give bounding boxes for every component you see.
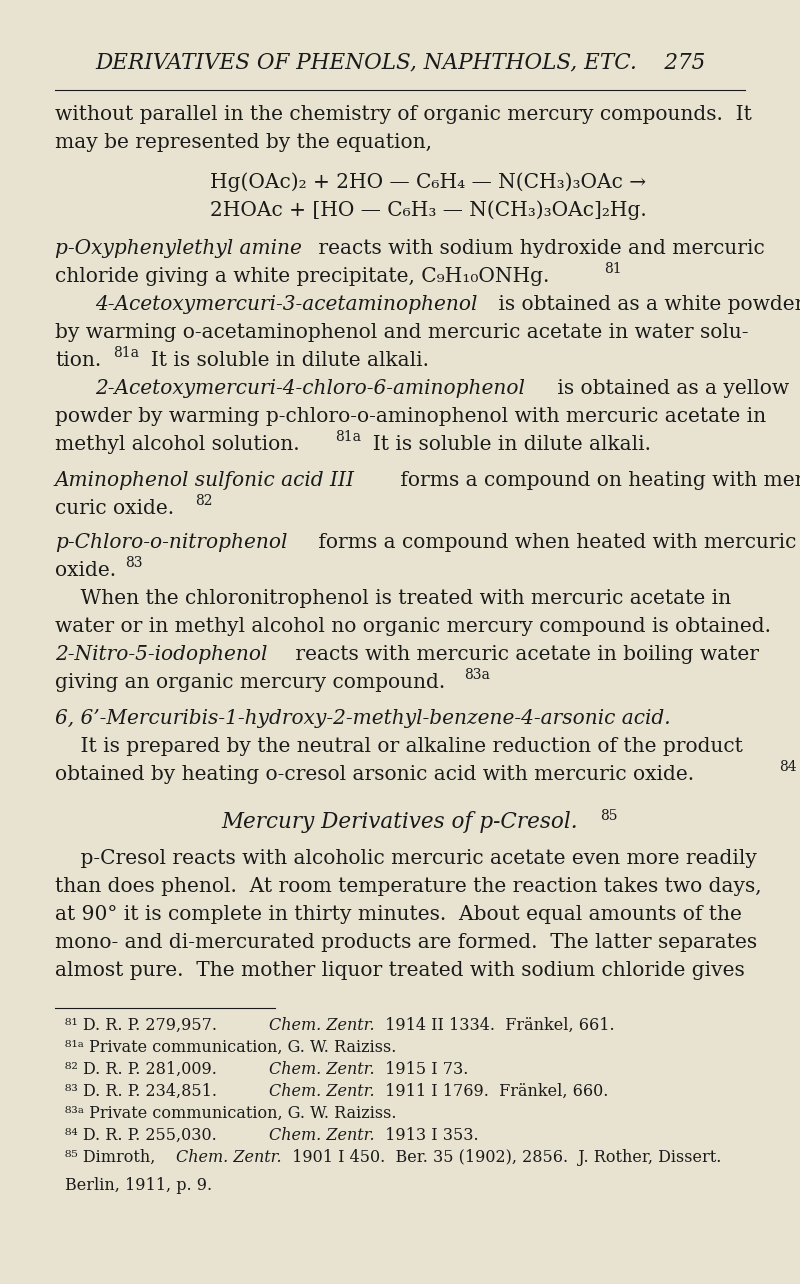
Text: 2HOAc + [HO — C₆H₃ — N(CH₃)₃OAc]₂Hg.: 2HOAc + [HO — C₆H₃ — N(CH₃)₃OAc]₂Hg. (210, 200, 646, 220)
Text: than does phenol.  At room temperature the reaction takes two days,: than does phenol. At room temperature th… (55, 877, 762, 896)
Text: p-Cresol reacts with alcoholic mercuric acetate even more readily: p-Cresol reacts with alcoholic mercuric … (55, 849, 757, 868)
Text: 81: 81 (604, 262, 622, 276)
Text: at 90° it is complete in thirty minutes.  About equal amounts of the: at 90° it is complete in thirty minutes.… (55, 905, 742, 924)
Text: 1901 I 450.  Ber. 35 (1902), 2856.  J. Rother, Dissert.: 1901 I 450. Ber. 35 (1902), 2856. J. Rot… (287, 1149, 722, 1166)
Text: It is soluble in dilute alkali.: It is soluble in dilute alkali. (138, 351, 429, 370)
Text: Hg(OAc)₂ + 2HO — C₆H₄ — N(CH₃)₃OAc →: Hg(OAc)₂ + 2HO — C₆H₄ — N(CH₃)₃OAc → (210, 172, 646, 193)
Text: 1914 II 1334.  Fränkel, 661.: 1914 II 1334. Fränkel, 661. (380, 1017, 614, 1034)
Text: 81a: 81a (335, 430, 362, 444)
Text: tion.: tion. (55, 351, 102, 370)
Text: ⁸¹ D. R. P. 279,957.: ⁸¹ D. R. P. 279,957. (65, 1017, 227, 1034)
Text: 84: 84 (779, 760, 797, 774)
Text: Chem. Zentr.: Chem. Zentr. (269, 1061, 374, 1079)
Text: 2-Acetoxymercuri-4-chloro-6-aminophenol: 2-Acetoxymercuri-4-chloro-6-aminophenol (95, 379, 525, 398)
Text: 1913 I 353.: 1913 I 353. (380, 1127, 478, 1144)
Text: Mercury Derivatives of p-Cresol.: Mercury Derivatives of p-Cresol. (222, 811, 578, 833)
Text: Chem. Zentr.: Chem. Zentr. (269, 1127, 374, 1144)
Text: Chem. Zentr.: Chem. Zentr. (176, 1149, 282, 1166)
Text: powder by warming p-chloro-o-aminophenol with mercuric acetate in: powder by warming p-chloro-o-aminophenol… (55, 407, 766, 426)
Text: chloride giving a white precipitate, C₉H₁₀ONHg.: chloride giving a white precipitate, C₉H… (55, 267, 550, 286)
Text: 83a: 83a (464, 668, 490, 682)
Text: by warming o-acetaminophenol and mercuric acetate in water solu-: by warming o-acetaminophenol and mercuri… (55, 324, 749, 342)
Text: almost pure.  The mother liquor treated with sodium chloride gives: almost pure. The mother liquor treated w… (55, 960, 745, 980)
Text: It is prepared by the neutral or alkaline reduction of the product: It is prepared by the neutral or alkalin… (55, 737, 743, 756)
Text: Chem. Zentr.: Chem. Zentr. (269, 1082, 374, 1100)
Text: 2-Nitro-5-iodophenol: 2-Nitro-5-iodophenol (55, 645, 267, 664)
Text: ⁸⁴ D. R. P. 255,030.: ⁸⁴ D. R. P. 255,030. (65, 1127, 227, 1144)
Text: It is soluble in dilute alkali.: It is soluble in dilute alkali. (359, 435, 650, 455)
Text: giving an organic mercury compound.: giving an organic mercury compound. (55, 673, 446, 692)
Text: Chem. Zentr.: Chem. Zentr. (269, 1017, 374, 1034)
Text: is obtained as a yellow: is obtained as a yellow (550, 379, 789, 398)
Text: mono- and di-mercurated products are formed.  The latter separates: mono- and di-mercurated products are for… (55, 933, 757, 951)
Text: ⁸³ D. R. P. 234,851.: ⁸³ D. R. P. 234,851. (65, 1082, 227, 1100)
Text: without parallel in the chemistry of organic mercury compounds.  It: without parallel in the chemistry of org… (55, 105, 752, 125)
Text: p-Chloro-o-nitrophenol: p-Chloro-o-nitrophenol (55, 533, 287, 552)
Text: forms a compound when heated with mercuric: forms a compound when heated with mercur… (312, 533, 796, 552)
Text: 6, 6’-Mercuribis-1-hydroxy-2-methyl-benzene-4-arsonic acid.: 6, 6’-Mercuribis-1-hydroxy-2-methyl-benz… (55, 709, 670, 728)
Text: 81a: 81a (114, 345, 139, 360)
Text: is obtained as a white powder: is obtained as a white powder (492, 295, 800, 315)
Text: ⁸¹ᵃ Private communication, G. W. Raiziss.: ⁸¹ᵃ Private communication, G. W. Raiziss… (65, 1039, 396, 1055)
Text: forms a compound on heating with mer-: forms a compound on heating with mer- (394, 471, 800, 490)
Text: 85: 85 (600, 809, 618, 823)
Text: 1915 I 73.: 1915 I 73. (380, 1061, 468, 1079)
Text: ⁸² D. R. P. 281,009.: ⁸² D. R. P. 281,009. (65, 1061, 227, 1079)
Text: DERIVATIVES OF PHENOLS, NAPHTHOLS, ETC.    275: DERIVATIVES OF PHENOLS, NAPHTHOLS, ETC. … (95, 51, 705, 73)
Text: Aminophenol sulfonic acid III: Aminophenol sulfonic acid III (55, 471, 355, 490)
Text: ⁸⁵ Dimroth,: ⁸⁵ Dimroth, (65, 1149, 161, 1166)
Text: 83: 83 (125, 556, 142, 570)
Text: may be represented by the equation,: may be represented by the equation, (55, 134, 432, 152)
Text: ⁸³ᵃ Private communication, G. W. Raiziss.: ⁸³ᵃ Private communication, G. W. Raiziss… (65, 1106, 397, 1122)
Text: curic oxide.: curic oxide. (55, 499, 174, 517)
Text: When the chloronitrophenol is treated with mercuric acetate in: When the chloronitrophenol is treated wi… (55, 589, 731, 609)
Text: 82: 82 (195, 494, 213, 508)
Text: Berlin, 1911, p. 9.: Berlin, 1911, p. 9. (65, 1177, 212, 1194)
Text: reacts with mercuric acetate in boiling water: reacts with mercuric acetate in boiling … (289, 645, 758, 664)
Text: obtained by heating o-cresol arsonic acid with mercuric oxide.: obtained by heating o-cresol arsonic aci… (55, 765, 694, 785)
Text: oxide.: oxide. (55, 561, 116, 580)
Text: 4-Acetoxymercuri-3-acetaminophenol: 4-Acetoxymercuri-3-acetaminophenol (95, 295, 478, 315)
Text: water or in methyl alcohol no organic mercury compound is obtained.: water or in methyl alcohol no organic me… (55, 618, 771, 636)
Text: methyl alcohol solution.: methyl alcohol solution. (55, 435, 300, 455)
Text: reacts with sodium hydroxide and mercuric: reacts with sodium hydroxide and mercuri… (312, 239, 765, 258)
Text: 1911 I 1769.  Fränkel, 660.: 1911 I 1769. Fränkel, 660. (380, 1082, 608, 1100)
Text: p-Oxyphenylethyl amine: p-Oxyphenylethyl amine (55, 239, 302, 258)
